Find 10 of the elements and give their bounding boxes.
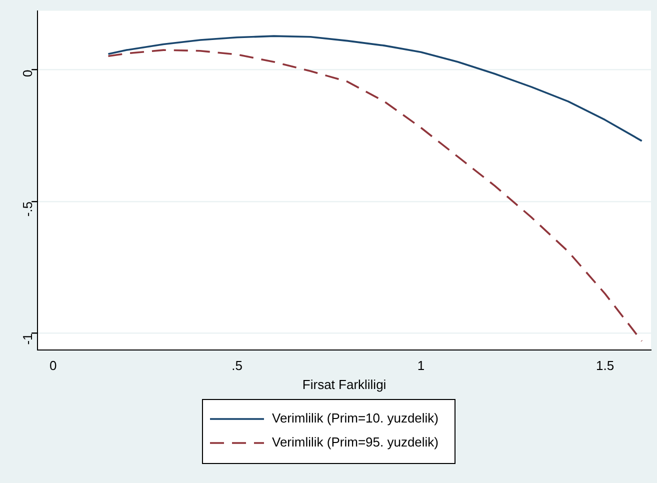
x-axis-title: Firsat Farkliligi: [302, 376, 386, 392]
y-tick-label: 0: [20, 70, 36, 78]
x-tick-label: 1: [417, 358, 425, 374]
y-tick-label: -1: [20, 333, 36, 345]
legend-label: Verimlilik (Prim=10. yuzdelik): [272, 410, 439, 426]
x-tick-label: .5: [232, 358, 242, 374]
legend-label: Verimlilik (Prim=95. yuzdelik): [272, 434, 439, 450]
x-tick-label: 1.5: [596, 358, 614, 374]
x-tick-label: 0: [49, 358, 57, 374]
y-tick-label: -.5: [20, 202, 36, 217]
